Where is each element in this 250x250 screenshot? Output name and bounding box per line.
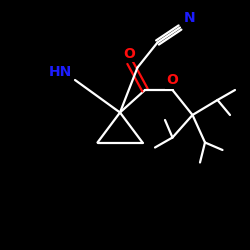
Text: O: O (123, 46, 135, 60)
Text: O: O (123, 46, 135, 60)
Text: HN: HN (49, 65, 72, 79)
Text: O: O (166, 74, 178, 88)
Text: O: O (166, 74, 178, 88)
Text: N: N (184, 11, 196, 25)
